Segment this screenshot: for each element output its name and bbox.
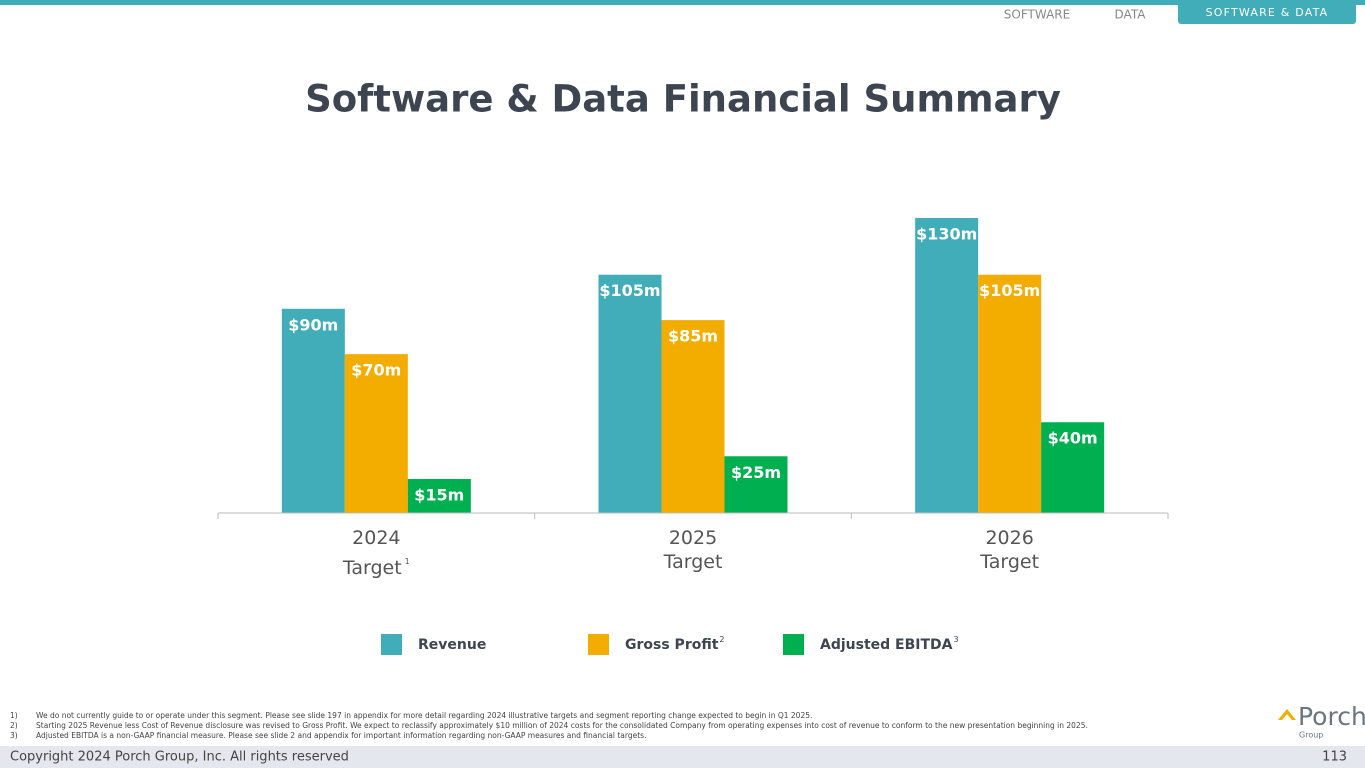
bar <box>598 274 662 513</box>
logo-icon <box>1278 709 1296 720</box>
copyright: Copyright 2024 Porch Group, Inc. All rig… <box>10 750 349 765</box>
value-label: $15m <box>414 485 464 504</box>
top-strip <box>0 0 1365 5</box>
bar <box>661 320 725 513</box>
bar <box>1041 422 1105 513</box>
bar <box>344 354 408 513</box>
value-label: $105m <box>979 281 1040 300</box>
legend-swatch <box>588 634 609 655</box>
bar <box>915 218 979 513</box>
footnotes: 1) We do not currently guide to or opera… <box>10 711 1088 740</box>
value-label: $85m <box>668 327 718 346</box>
footnote-text: We do not currently guide to or operate … <box>36 711 812 720</box>
value-label: $130m <box>916 225 977 244</box>
value-label: $105m <box>599 281 660 300</box>
value-label: $40m <box>1048 429 1098 448</box>
footnote-marker: 1) <box>10 711 18 720</box>
chart-title: Software & Data Financial Summary <box>305 78 1061 121</box>
footer-bar <box>0 746 1365 768</box>
legend-name: Gross Profit <box>625 637 719 653</box>
category-note: 1 <box>404 557 410 566</box>
category-text: 2024 Target <box>342 527 402 579</box>
legend-name: Revenue <box>418 637 486 653</box>
category-text: 2025 Target <box>663 527 723 573</box>
value-label: $70m <box>351 361 401 380</box>
chart: $90m $70m $15m $105m $85m $25m $130m $105m $40m R… <box>217 218 1169 655</box>
footnote-marker: 2) <box>10 721 18 730</box>
category-text: 2026 Target <box>980 527 1040 573</box>
footnote-text: Starting 2025 Revenue less Cost of Reven… <box>36 721 1088 730</box>
bar <box>724 456 788 513</box>
bar <box>281 308 345 513</box>
legend-label: Adjusted EBITDA3 <box>820 635 959 654</box>
page-number: 113 <box>1322 750 1347 765</box>
logo-sub: Group <box>1299 731 1323 740</box>
legend-note: 2 <box>719 635 724 644</box>
bar <box>407 478 471 513</box>
legend-label: Revenue <box>418 637 486 653</box>
x-tick-label: 2026 Target <box>910 526 1110 574</box>
legend-swatch <box>783 634 804 655</box>
x-tick-label: 2025 Target <box>593 526 793 574</box>
legend-note: 3 <box>954 635 959 644</box>
x-tick-label: 2024 Target 1 <box>276 526 476 580</box>
nav-tab[interactable]: DATA <box>1115 8 1147 22</box>
bar <box>978 274 1042 513</box>
legend-swatch <box>381 634 402 655</box>
legend-label: Gross Profit2 <box>625 635 725 654</box>
nav-active-label[interactable]: SOFTWARE & DATA <box>1206 6 1329 19</box>
value-label: $90m <box>288 315 338 334</box>
nav-active-tab[interactable] <box>1178 0 1356 24</box>
legend-name: Adjusted EBITDA <box>820 637 953 653</box>
value-label: $25m <box>731 463 781 482</box>
footnote-text: Adjusted EBITDA is a non-GAAP financial … <box>36 731 646 740</box>
footnote-marker: 3) <box>10 731 18 740</box>
nav-tab[interactable]: SOFTWARE <box>1004 8 1070 22</box>
logo-name: Porch <box>1298 702 1365 731</box>
